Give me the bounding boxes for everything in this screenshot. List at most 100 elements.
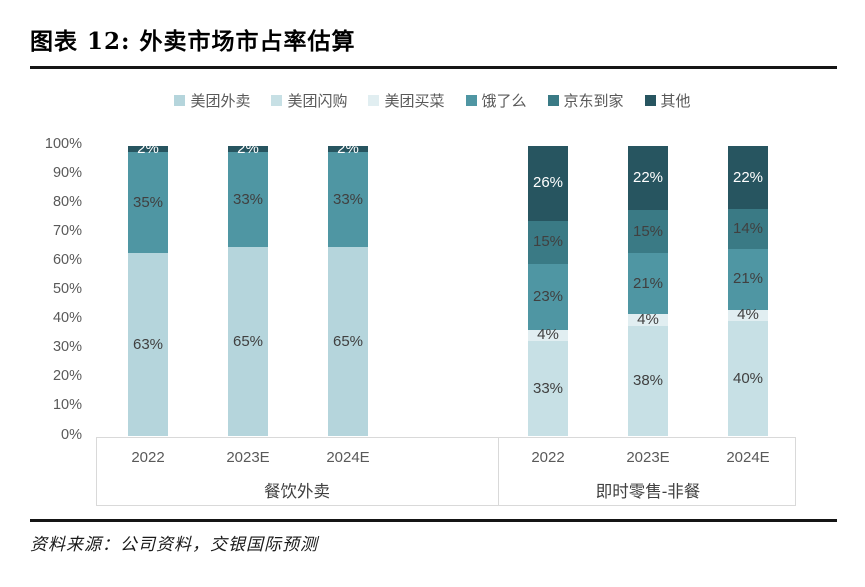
legend-item: 美团买菜 [368, 90, 445, 111]
bar-segment: 23% [528, 263, 568, 330]
bar-segment: 33% [228, 151, 268, 248]
bar-segment-label: 4% [737, 306, 759, 324]
bar-segment-label: 65% [232, 332, 264, 350]
bottom-rule [30, 519, 837, 522]
bar-segment-label: 22% [632, 168, 664, 186]
year-label: 2023E [626, 449, 670, 466]
bar-segment-label: 38% [632, 371, 664, 389]
bar: 22% 14% 21% 4% 40% [728, 146, 768, 436]
year-label: 2022 [531, 449, 565, 466]
y-axis-label: 70% [52, 223, 82, 240]
bar-segment-label: 65% [332, 332, 364, 350]
bar-segment: 33% [528, 341, 568, 436]
source-note: 资料来源：公司资料，交银国际预测 [30, 535, 318, 555]
bar-segment: 33% [328, 151, 368, 248]
legend-swatch-icon [465, 95, 477, 106]
bar-segment-label: 21% [632, 274, 664, 292]
bar-segment: 26% [528, 146, 568, 221]
y-axis-label: 30% [52, 339, 82, 356]
bar-segment-label: 33% [232, 190, 264, 208]
bar-segment: 4% [528, 326, 568, 344]
bar-segment: 38% [628, 325, 668, 436]
year-label: 2022 [131, 449, 165, 466]
axis-divider [498, 437, 499, 506]
legend-label: 美团买菜 [384, 92, 445, 110]
bar-segment: 4% [728, 306, 768, 324]
bar-segment: 63% [128, 253, 168, 436]
y-axis-label: 100% [44, 136, 82, 152]
bar-segment: 35% [128, 151, 168, 254]
y-axis-label: 20% [52, 368, 82, 385]
y-axis-label: 90% [52, 165, 82, 182]
bar-segment: 22% [728, 146, 768, 210]
bar-segment-label: 40% [732, 369, 764, 387]
bar-segment-label: 14% [732, 220, 764, 238]
bar-segment: 22% [628, 146, 668, 210]
legend-label: 其他 [660, 92, 691, 110]
bar-segment: 21% [628, 253, 668, 315]
bar-segment-label: 33% [332, 190, 364, 208]
bar-segment-label: 4% [637, 310, 659, 328]
chart-title: 图表 12: 外卖市场市占率估算 [30, 28, 356, 55]
bar-segment-label: 4% [537, 326, 559, 344]
legend-item: 美团闪购 [271, 90, 347, 111]
bar: 2% 35% 63% [128, 141, 168, 436]
bar-segment: 65% [328, 247, 368, 436]
legend-item: 其他 [644, 90, 691, 111]
year-label: 2024E [726, 449, 770, 466]
legend-swatch-icon [368, 95, 380, 106]
bar-segment: 40% [728, 321, 768, 436]
group-label: 餐饮外卖 [264, 482, 330, 501]
legend-swatch-icon [644, 95, 656, 106]
bar-segment: 21% [728, 249, 768, 310]
y-axis-label: 40% [52, 310, 82, 327]
title-rule [30, 66, 837, 69]
y-axis-label: 50% [52, 281, 82, 298]
bar-segment-label: 23% [532, 287, 564, 305]
bar-segment-label: 22% [732, 168, 764, 186]
legend-item: 饿了么 [465, 90, 527, 111]
legend-label: 京东到家 [563, 92, 624, 110]
legend: 美团外卖 美团闪购 美团买菜 饿了么 京东到家 其他 [0, 90, 865, 111]
bar-segment-label: 15% [632, 222, 664, 240]
legend-item: 美团外卖 [174, 90, 250, 111]
bar-segment-label: 26% [532, 174, 564, 192]
legend-item: 京东到家 [547, 90, 624, 111]
bar-segment-label: 35% [132, 193, 164, 211]
bar-segment-label: 33% [532, 379, 564, 397]
y-axis-label: 10% [52, 397, 82, 414]
bar-segment-label: 2% [137, 139, 159, 157]
bar-segment: 4% [628, 310, 668, 328]
legend-label: 美团外卖 [190, 92, 251, 110]
bar: 2% 33% 65% [328, 141, 368, 436]
legend-swatch-icon [547, 95, 559, 106]
y-axis-label: 80% [52, 194, 82, 211]
bar-segment-label: 2% [337, 139, 359, 157]
bar-segment: 14% [728, 209, 768, 250]
legend-label: 美团闪购 [287, 92, 348, 110]
year-label: 2024E [326, 449, 370, 466]
legend-swatch-icon [174, 95, 186, 106]
bar-segment: 15% [528, 220, 568, 264]
group-label: 即时零售-非餐 [595, 482, 701, 501]
bar-segment-label: 2% [237, 139, 259, 157]
bar-segment: 2% [228, 141, 268, 156]
bar-segment: 2% [328, 141, 368, 156]
y-axis-label: 60% [52, 252, 82, 269]
bar-segment: 15% [628, 209, 668, 254]
axis-box [96, 437, 796, 506]
year-label: 2023E [226, 449, 270, 466]
y-axis-label: 0% [61, 426, 82, 443]
bar-segment-label: 15% [532, 233, 564, 251]
bar-segment-label: 21% [732, 270, 764, 288]
bar-segment-label: 63% [132, 335, 164, 353]
bar: 2% 33% 65% [228, 141, 268, 436]
bar: 26% 15% 23% 4% 33% [528, 146, 568, 436]
bar: 22% 15% 21% 4% 38% [628, 146, 668, 436]
bar-segment: 2% [128, 141, 168, 156]
legend-label: 饿了么 [481, 92, 527, 110]
legend-swatch-icon [271, 95, 283, 106]
bar-segment: 65% [228, 247, 268, 436]
